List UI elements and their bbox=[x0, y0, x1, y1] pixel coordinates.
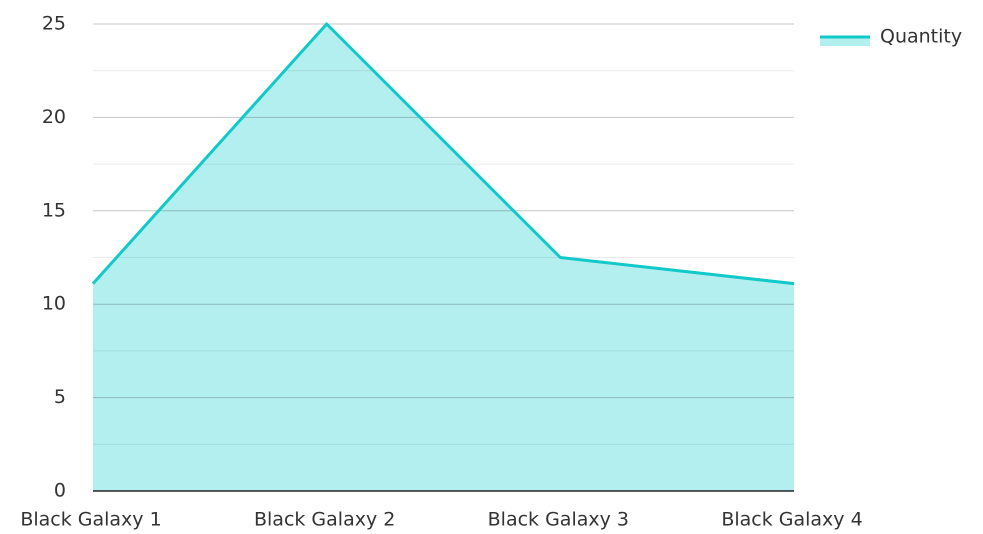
x-tick-label: Black Galaxy 4 bbox=[721, 509, 862, 531]
x-tick-label: Black Galaxy 2 bbox=[254, 509, 395, 531]
legend-swatch-fill bbox=[820, 37, 870, 46]
y-tick-label: 0 bbox=[54, 480, 66, 502]
y-tick-label: 10 bbox=[42, 293, 66, 315]
x-tick-label: Black Galaxy 3 bbox=[488, 509, 629, 531]
area bbox=[93, 24, 794, 491]
legend-label: Quantity bbox=[880, 26, 962, 48]
y-tick-label: 5 bbox=[54, 386, 66, 408]
y-tick-label: 15 bbox=[42, 199, 66, 221]
x-tick-label: Black Galaxy 1 bbox=[20, 509, 161, 531]
line bbox=[91, 22, 795, 286]
y-tick-label: 20 bbox=[42, 106, 66, 128]
y-tick-label: 25 bbox=[42, 13, 66, 35]
